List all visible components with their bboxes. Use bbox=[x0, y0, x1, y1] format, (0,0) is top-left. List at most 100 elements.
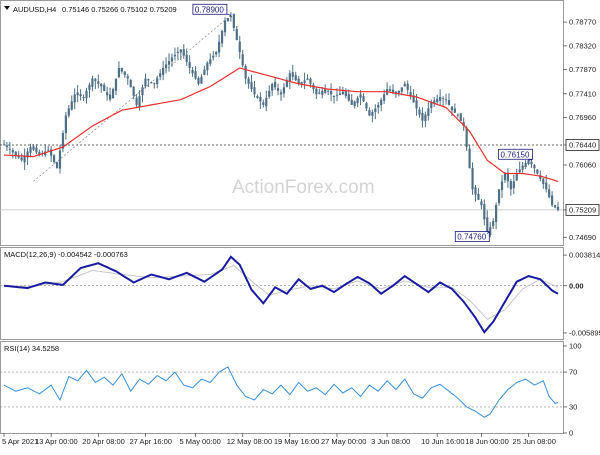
candle bbox=[162, 68, 165, 75]
candle bbox=[338, 93, 342, 95]
price-axis-label-0: 0.78770 bbox=[569, 18, 596, 27]
candle bbox=[167, 60, 171, 65]
candle bbox=[194, 71, 197, 79]
candle bbox=[415, 100, 418, 109]
candle bbox=[341, 91, 344, 95]
macd-axis-label-2: -0.005895 bbox=[569, 329, 600, 338]
time-axis-label-3: 27 Apr 16:00 bbox=[129, 437, 172, 446]
macd-axis-label-1: 0.00 bbox=[569, 281, 584, 290]
collapse-triangle-icon[interactable] bbox=[4, 6, 10, 10]
candle bbox=[132, 86, 135, 97]
macd-plot bbox=[0, 255, 563, 334]
candle bbox=[409, 92, 412, 97]
time-axis-label-11: 25 Jun 08:00 bbox=[513, 437, 556, 446]
candle bbox=[268, 90, 271, 97]
macd-title: MACD(12,26,9) -0.004542 -0.000763 bbox=[4, 250, 128, 259]
candle bbox=[391, 89, 395, 93]
time-axis-label-5: 12 May 08:00 bbox=[227, 437, 272, 446]
candle bbox=[126, 76, 129, 79]
price-axis-label-4: 0.76960 bbox=[569, 113, 596, 122]
rsi-axis-label-1: 70 bbox=[569, 368, 577, 377]
candle bbox=[82, 97, 85, 99]
candle bbox=[35, 147, 38, 153]
candle bbox=[521, 165, 524, 170]
candle bbox=[300, 82, 303, 85]
candle bbox=[176, 52, 179, 53]
candle bbox=[114, 78, 118, 91]
candle bbox=[129, 80, 132, 88]
candle bbox=[76, 92, 79, 96]
rsi-axis-label-0: 100 bbox=[569, 342, 582, 351]
candle bbox=[218, 41, 221, 53]
candle bbox=[294, 75, 297, 81]
candle bbox=[271, 83, 274, 91]
candle bbox=[226, 18, 230, 22]
candle bbox=[117, 68, 121, 78]
candle bbox=[344, 91, 347, 97]
candle bbox=[247, 78, 250, 84]
candle bbox=[453, 108, 456, 113]
candle bbox=[400, 87, 403, 92]
candle bbox=[474, 187, 477, 195]
candle bbox=[144, 78, 147, 87]
macd-signal-line bbox=[3, 265, 559, 321]
candle bbox=[265, 97, 268, 107]
candle bbox=[282, 87, 286, 94]
candle bbox=[297, 78, 300, 84]
candle bbox=[530, 161, 533, 165]
candle bbox=[156, 78, 159, 85]
candle bbox=[26, 151, 29, 158]
macd-panel-frame bbox=[0, 247, 564, 340]
candle bbox=[8, 148, 11, 150]
candle bbox=[17, 156, 20, 158]
candle bbox=[483, 204, 486, 220]
candle bbox=[262, 102, 265, 105]
candle bbox=[503, 173, 507, 181]
candle bbox=[506, 172, 510, 182]
candle bbox=[276, 88, 280, 91]
moving-average-line bbox=[3, 67, 559, 182]
candle bbox=[371, 111, 374, 116]
annotation-label: 0.76150 bbox=[501, 150, 530, 159]
candle bbox=[120, 68, 123, 72]
candle bbox=[315, 88, 318, 95]
candle bbox=[200, 76, 203, 84]
candle bbox=[518, 169, 521, 173]
candle bbox=[368, 110, 371, 116]
candle bbox=[515, 173, 518, 181]
candle bbox=[215, 52, 218, 55]
annotation-label: 0.74760 bbox=[457, 233, 486, 242]
candle bbox=[495, 205, 498, 222]
rsi-panel-frame bbox=[0, 341, 564, 434]
candle bbox=[67, 108, 70, 116]
candle bbox=[548, 189, 551, 198]
candle bbox=[512, 181, 515, 189]
price-annotation-2: 0.74760 bbox=[454, 231, 490, 242]
time-axis-label-0: 5 Apr 2021 bbox=[2, 437, 38, 446]
candle bbox=[321, 90, 324, 95]
candle bbox=[147, 79, 150, 81]
candle bbox=[418, 109, 421, 115]
candle bbox=[447, 100, 451, 105]
candle bbox=[232, 14, 235, 28]
candle bbox=[170, 57, 174, 62]
candle bbox=[441, 98, 445, 99]
candle bbox=[79, 94, 82, 97]
candle bbox=[551, 195, 554, 206]
candle bbox=[459, 113, 462, 121]
candle bbox=[206, 62, 209, 71]
candle bbox=[486, 217, 489, 234]
time-axis-label-8: 3 Jun 08:00 bbox=[371, 437, 410, 446]
candle bbox=[159, 73, 162, 77]
candle bbox=[436, 98, 439, 103]
candle bbox=[350, 99, 353, 105]
candle bbox=[153, 82, 156, 84]
candle bbox=[20, 157, 23, 161]
candle bbox=[103, 84, 106, 91]
price-panel-frame bbox=[0, 0, 564, 246]
candle bbox=[424, 114, 427, 122]
candle bbox=[335, 94, 339, 96]
candle bbox=[50, 149, 53, 156]
candle bbox=[347, 94, 350, 101]
candle bbox=[318, 92, 321, 94]
